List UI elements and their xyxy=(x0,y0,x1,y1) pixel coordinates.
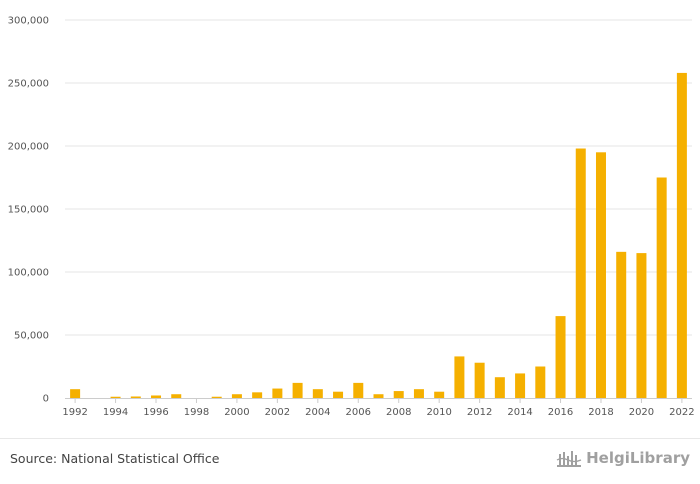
x-tick-label: 1992 xyxy=(62,407,87,418)
bar-2017[interactable] xyxy=(575,148,586,398)
y-tick-label: 250,000 xyxy=(8,79,49,90)
y-axis-ticks: 0 50,000 100,000 150,000 200,000 250,000 300,0… xyxy=(8,16,49,405)
bar-2000[interactable] xyxy=(231,394,242,398)
x-tick-label: 1998 xyxy=(184,407,209,418)
bar-2006[interactable] xyxy=(353,382,364,398)
bars xyxy=(70,72,687,399)
x-tick-label: 2004 xyxy=(305,407,330,418)
x-tick-label: 2010 xyxy=(426,407,451,418)
x-tick-label: 1994 xyxy=(103,407,128,418)
bar-2009[interactable] xyxy=(413,389,424,398)
y-tick-label: 200,000 xyxy=(8,142,49,153)
bar-2007[interactable] xyxy=(373,394,384,398)
bar-1996[interactable] xyxy=(151,395,162,398)
bar-1992[interactable] xyxy=(70,389,81,398)
bar-2015[interactable] xyxy=(535,366,546,399)
bar-1999[interactable] xyxy=(211,396,222,398)
x-tick-label: 1996 xyxy=(143,407,168,418)
bar-2010[interactable] xyxy=(434,391,445,398)
y-tick-label: 100,000 xyxy=(8,268,49,279)
footer: Source: National Statistical Office Helg… xyxy=(0,438,700,484)
bar-2005[interactable] xyxy=(333,391,344,398)
y-tick-label: 0 xyxy=(43,394,49,405)
x-axis-ticks: 1992 1994 1996 1998 2000 2002 2004 2006 2008 2010… xyxy=(62,398,695,418)
bar-2002[interactable] xyxy=(272,388,283,398)
gridlines xyxy=(65,19,692,336)
x-tick-label: 2014 xyxy=(507,407,532,418)
brand-name: HelgiLibrary xyxy=(586,449,690,467)
bar-2014[interactable] xyxy=(515,373,526,398)
source-text: Source: National Statistical Office xyxy=(10,451,220,466)
bar-1994[interactable] xyxy=(110,396,121,398)
x-tick-label: 2006 xyxy=(346,407,371,418)
bar-2018[interactable] xyxy=(595,152,606,398)
y-tick-label: 300,000 xyxy=(8,16,49,27)
bar-2022[interactable] xyxy=(676,72,687,399)
x-tick-label: 2018 xyxy=(588,407,613,418)
bar-2021[interactable] xyxy=(656,177,667,399)
x-tick-label: 2020 xyxy=(629,407,654,418)
x-tick-label: 2022 xyxy=(669,407,694,418)
bar-2011[interactable] xyxy=(454,356,465,398)
bar-chart: 0 50,000 100,000 150,000 200,000 250,000 300,0… xyxy=(8,16,695,419)
x-tick-label: 2002 xyxy=(265,407,290,418)
x-tick-label: 2008 xyxy=(386,407,411,418)
bar-1997[interactable] xyxy=(171,394,182,398)
bar-2003[interactable] xyxy=(292,382,303,398)
bar-1995[interactable] xyxy=(130,396,141,398)
bar-2020[interactable] xyxy=(636,253,647,398)
y-tick-label: 50,000 xyxy=(14,331,49,342)
bar-2004[interactable] xyxy=(312,389,323,398)
brand-logo[interactable]: HelgiLibrary xyxy=(556,448,690,468)
x-tick-label: 2016 xyxy=(548,407,573,418)
bar-2008[interactable] xyxy=(393,391,404,398)
bar-2019[interactable] xyxy=(616,251,627,398)
library-icon xyxy=(556,451,582,467)
bar-2012[interactable] xyxy=(474,362,485,398)
x-tick-label: 2000 xyxy=(224,407,249,418)
bar-2013[interactable] xyxy=(494,377,505,398)
y-tick-label: 150,000 xyxy=(8,205,49,216)
bar-2016[interactable] xyxy=(555,316,566,398)
x-tick-label: 2012 xyxy=(467,407,492,418)
bar-2001[interactable] xyxy=(252,392,263,398)
